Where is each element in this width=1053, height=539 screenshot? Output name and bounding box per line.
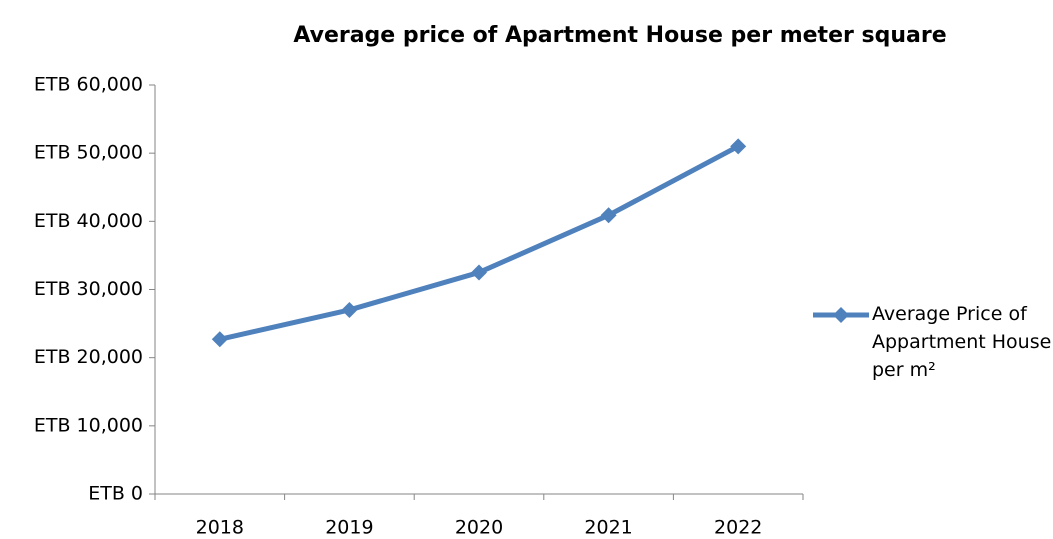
data-point — [211, 331, 228, 348]
y-tick-label: ETB 30,000 — [34, 278, 143, 300]
y-tick-label: ETB 50,000 — [34, 142, 143, 164]
x-tick-label: 2022 — [714, 517, 762, 539]
y-tick-label: ETB 60,000 — [34, 74, 143, 96]
data-point — [730, 138, 747, 155]
data-point — [471, 264, 487, 281]
legend-label: Average Price of Appartment House per m² — [872, 303, 1052, 381]
y-tick-label: ETB 10,000 — [34, 414, 143, 436]
chart-title: Average price of Apartment House per met… — [293, 23, 946, 48]
line-series — [219, 144, 740, 342]
legend-marker — [833, 307, 849, 323]
x-tick-label: 2018 — [196, 517, 244, 539]
y-tick-label: ETB 40,000 — [34, 210, 143, 232]
y-tick-label: ETB 20,000 — [34, 346, 143, 368]
x-tick-label: 2020 — [455, 517, 503, 539]
x-tick-label: 2019 — [325, 517, 373, 539]
y-tick-label: ETB 0 — [88, 483, 143, 505]
data-point — [341, 301, 358, 318]
data-point — [600, 207, 617, 224]
x-tick-label: 2021 — [584, 517, 632, 539]
